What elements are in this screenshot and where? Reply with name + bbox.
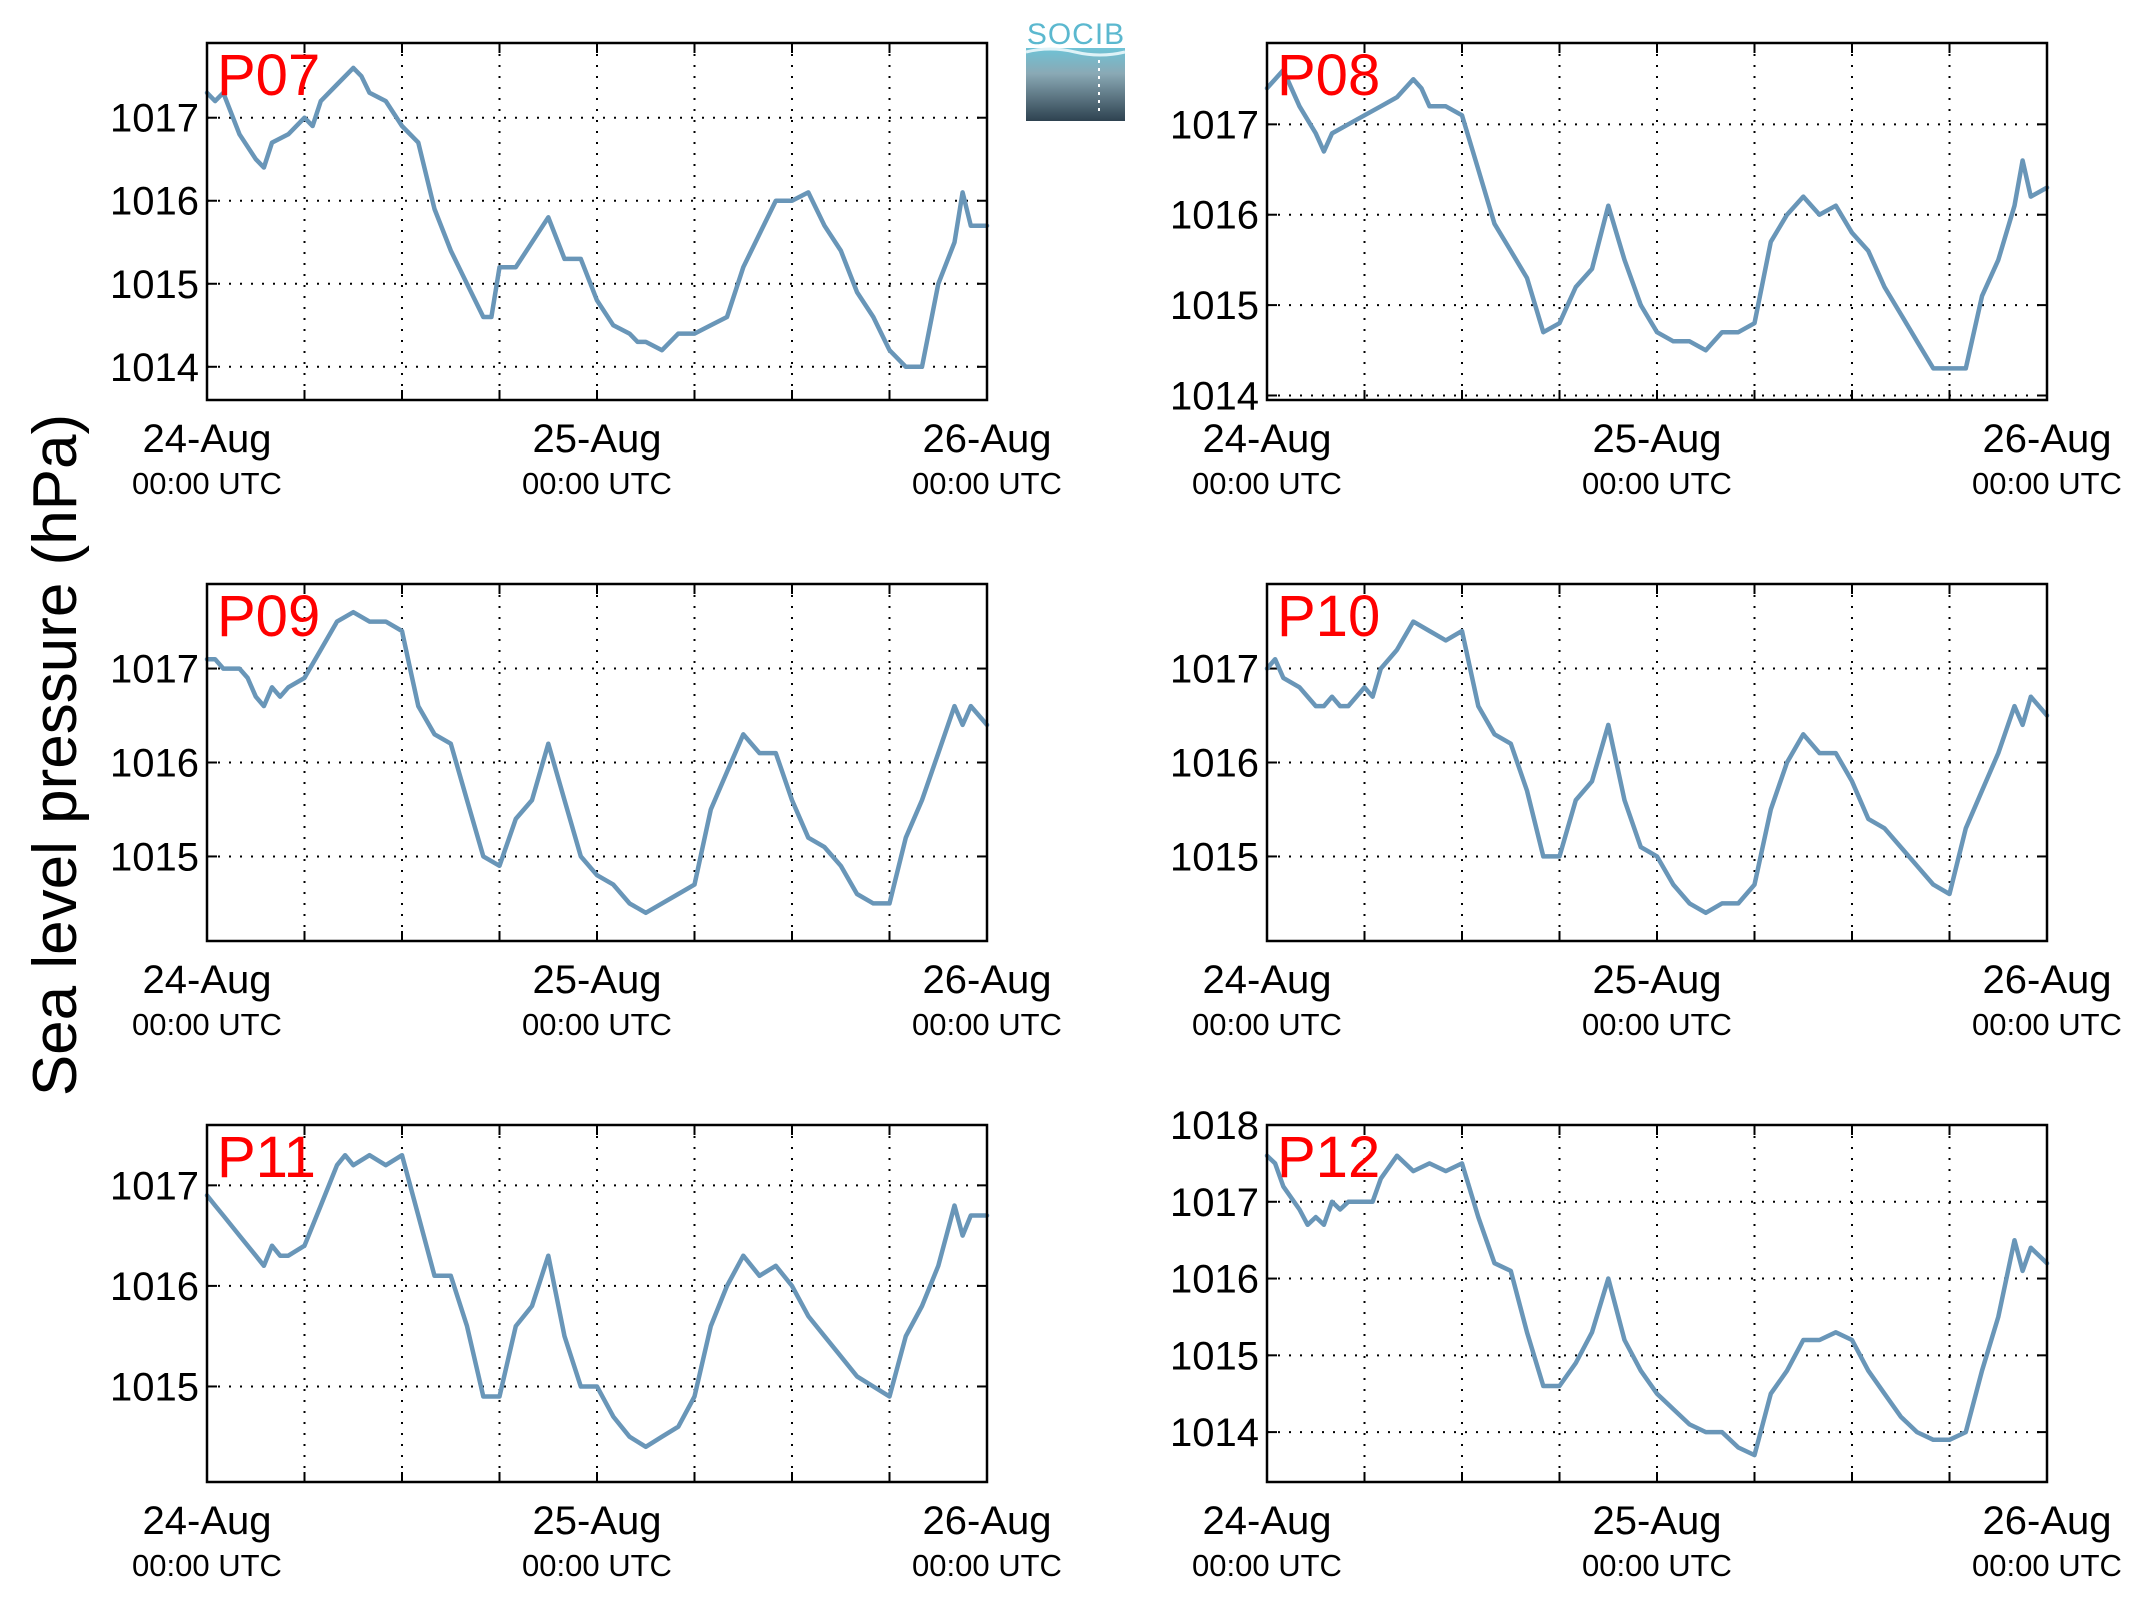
panel-p07: 1014 1015 1016 1017 24-Aug 00:00 UTC 25-Aug 00:… — [110, 41, 1062, 501]
x-tick-label: 25-Aug — [1593, 1499, 1722, 1543]
y-tick-label: 1017 — [110, 1164, 199, 1208]
x-tick-sublabel: 00:00 UTC — [522, 1548, 672, 1583]
plot-frame — [1265, 41, 2049, 402]
panel-p08: 1014 1015 1016 1017 24-Aug 00:00 UTC 25-Aug 00:… — [1170, 41, 2122, 501]
x-tick-sublabel: 00:00 UTC — [1192, 1548, 1342, 1583]
x-tick-sublabel: 00:00 UTC — [522, 1007, 672, 1042]
plot-frame — [1265, 582, 2049, 943]
x-tick-sublabel: 00:00 UTC — [1582, 1007, 1732, 1042]
plot-frame — [205, 1123, 989, 1484]
panel-p10: 1015 1016 1017 24-Aug 00:00 UTC 25-Aug 00:00 U… — [1170, 582, 2122, 1042]
x-tick-label: 26-Aug — [923, 417, 1052, 461]
x-tick-sublabel: 00:00 UTC — [912, 1548, 1062, 1583]
panel-p12: 1014 1015 1016 1017 1018 24-Aug 00:00 UTC 25-Au… — [1170, 1104, 2122, 1583]
panel-title: P10 — [1277, 584, 1380, 649]
y-tick-label: 1018 — [1170, 1104, 1259, 1148]
x-tick-sublabel: 00:00 UTC — [1582, 1548, 1732, 1583]
x-tick-sublabel: 00:00 UTC — [132, 466, 282, 501]
series-line — [204, 1152, 990, 1450]
y-tick-label: 1017 — [110, 97, 199, 141]
x-tick-label: 26-Aug — [1983, 958, 2112, 1002]
y-tick-label: 1016 — [1170, 194, 1259, 238]
x-tick-sublabel: 00:00 UTC — [1972, 1548, 2122, 1583]
x-tick-label: 24-Aug — [143, 417, 272, 461]
y-tick-label: 1017 — [1170, 1181, 1259, 1225]
y-tick-label: 1015 — [110, 263, 199, 307]
x-tick-label: 24-Aug — [143, 1499, 272, 1543]
series-line — [204, 65, 990, 370]
y-tick-label: 1015 — [110, 835, 199, 879]
panel-title: P09 — [217, 584, 320, 649]
panel-title: P08 — [1277, 43, 1380, 108]
x-tick-sublabel: 00:00 UTC — [1192, 466, 1342, 501]
panel-title: P07 — [217, 43, 320, 108]
y-tick-label: 1017 — [1170, 103, 1259, 147]
plot-area — [1267, 43, 2047, 400]
logo-text: SOCIB — [1027, 18, 1125, 51]
series-line — [1264, 1153, 2050, 1458]
y-tick-label: 1015 — [110, 1365, 199, 1409]
x-tick-label: 24-Aug — [1203, 1499, 1332, 1543]
x-tick-label: 25-Aug — [533, 1499, 662, 1543]
x-tick-sublabel: 00:00 UTC — [912, 1007, 1062, 1042]
y-axis-label: Sea level pressure (hPa) — [21, 414, 90, 1096]
plot-frame — [1265, 1123, 2049, 1484]
series-line — [1264, 67, 2050, 371]
series-line — [204, 609, 990, 916]
y-tick-label: 1017 — [110, 648, 199, 692]
y-tick-label: 1016 — [110, 180, 199, 224]
y-tick-label: 1015 — [1170, 1334, 1259, 1378]
x-tick-label: 25-Aug — [533, 958, 662, 1002]
x-tick-label: 25-Aug — [1593, 417, 1722, 461]
y-tick-label: 1016 — [1170, 742, 1259, 786]
panels: 1014 1015 1016 1017 24-Aug 00:00 UTC 25-Aug 00:… — [110, 41, 2122, 1583]
x-tick-label: 25-Aug — [533, 417, 662, 461]
x-tick-sublabel: 00:00 UTC — [1192, 1007, 1342, 1042]
plot-area — [207, 1125, 987, 1482]
y-tick-label: 1015 — [1170, 835, 1259, 879]
series-line — [1264, 619, 2050, 916]
y-tick-label: 1014 — [1170, 1411, 1259, 1455]
y-tick-label: 1016 — [1170, 1258, 1259, 1302]
x-tick-label: 26-Aug — [923, 1499, 1052, 1543]
y-tick-label: 1014 — [1170, 374, 1259, 418]
x-tick-label: 26-Aug — [1983, 417, 2112, 461]
x-tick-sublabel: 00:00 UTC — [1972, 1007, 2122, 1042]
x-tick-label: 26-Aug — [1983, 1499, 2112, 1543]
x-tick-sublabel: 00:00 UTC — [522, 466, 672, 501]
x-tick-sublabel: 00:00 UTC — [132, 1548, 282, 1583]
x-tick-label: 26-Aug — [923, 958, 1052, 1002]
plot-area — [1267, 584, 2047, 941]
panel-title: P11 — [217, 1125, 316, 1190]
x-tick-label: 24-Aug — [1203, 958, 1332, 1002]
y-tick-label: 1014 — [110, 346, 199, 390]
x-tick-sublabel: 00:00 UTC — [912, 466, 1062, 501]
plot-area — [207, 584, 987, 941]
x-tick-label: 24-Aug — [143, 958, 272, 1002]
y-tick-label: 1016 — [110, 742, 199, 786]
y-tick-label: 1016 — [110, 1265, 199, 1309]
y-tick-label: 1015 — [1170, 284, 1259, 328]
x-tick-label: 24-Aug — [1203, 417, 1332, 461]
x-tick-sublabel: 00:00 UTC — [132, 1007, 282, 1042]
logo-block — [1026, 48, 1125, 121]
plot-area — [1267, 1125, 2047, 1482]
plot-frame — [205, 41, 989, 402]
logo-wave — [1025, 47, 1126, 57]
panel-p11: 1015 1016 1017 24-Aug 00:00 UTC 25-Aug 00:00 U… — [110, 1123, 1062, 1583]
panel-p09: 1015 1016 1017 24-Aug 00:00 UTC 25-Aug 00:00 U… — [110, 582, 1062, 1042]
y-tick-label: 1017 — [1170, 648, 1259, 692]
panel-title: P12 — [1277, 1125, 1380, 1190]
x-tick-label: 25-Aug — [1593, 958, 1722, 1002]
socib-logo: SOCIB — [1025, 18, 1126, 121]
x-tick-sublabel: 00:00 UTC — [1972, 466, 2122, 501]
x-tick-sublabel: 00:00 UTC — [1582, 466, 1732, 501]
plot-frame — [205, 582, 989, 943]
